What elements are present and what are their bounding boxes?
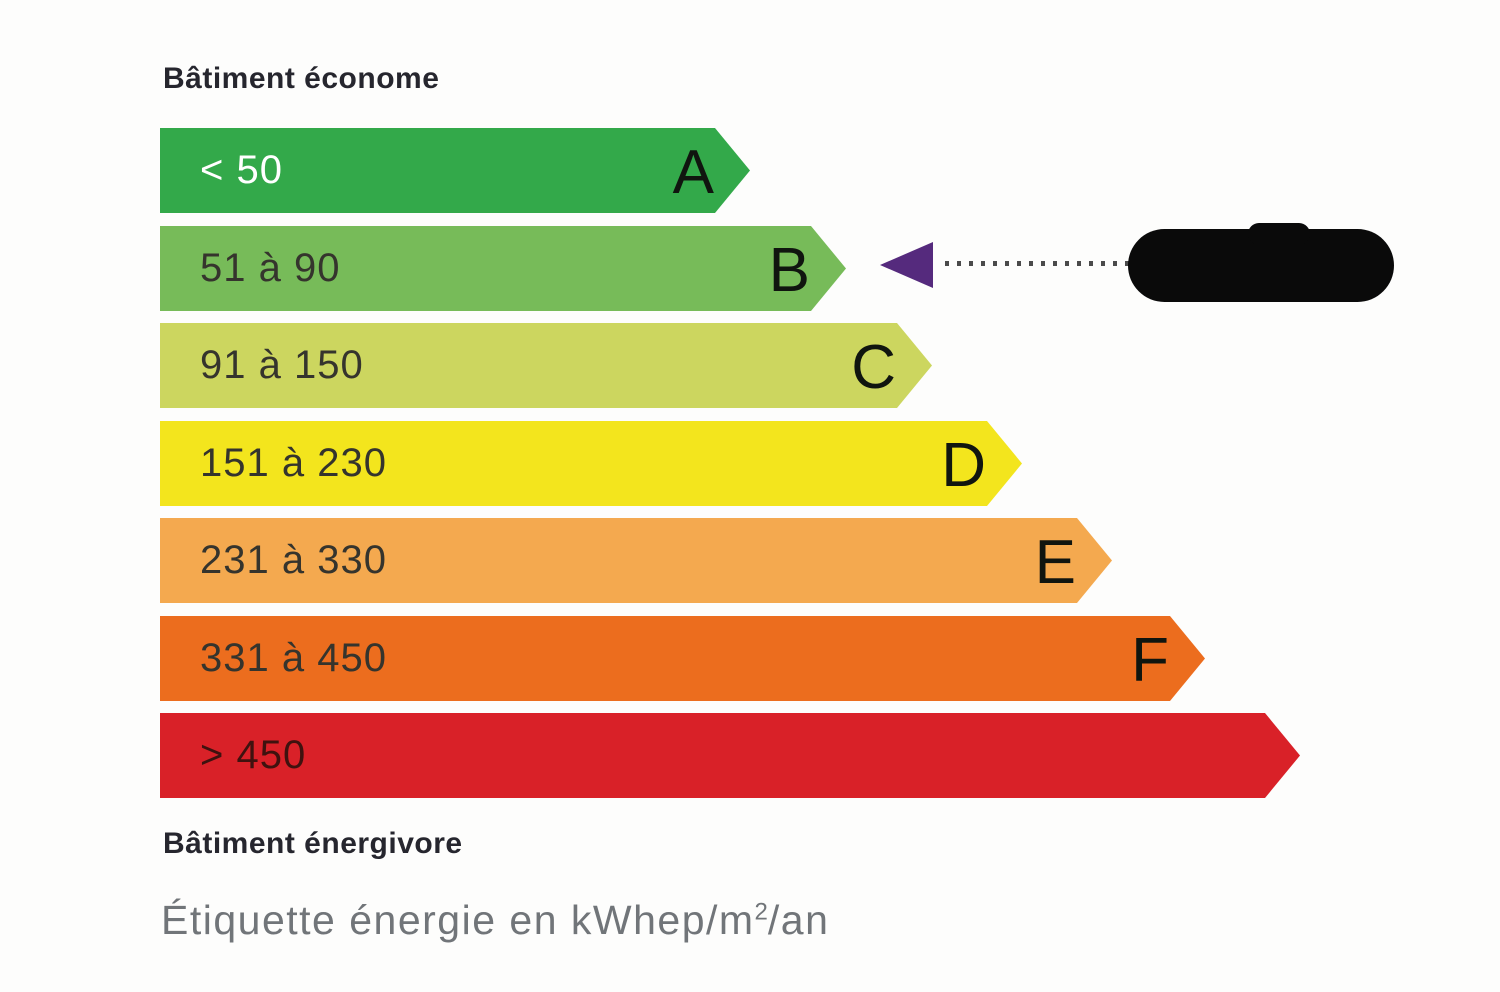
bar-grade-letter: C [851,332,896,402]
bar-grade-letter: E [1034,527,1076,597]
energy-bar-E: 231 à 330 E [160,518,1112,603]
bar-range-label: < 50 [200,148,283,192]
energy-bar-A: < 50 A [160,128,750,213]
unit-caption-text: Étiquette énergie en kWhep/m [161,897,755,943]
bar-grade-letter: A [672,137,714,207]
economical-building-label: Bâtiment économe [163,62,440,95]
redaction-bump [1248,223,1310,245]
energy-bar-F: 331 à 450 F [160,616,1205,701]
bar-grade-letter: D [941,430,986,500]
energy-bar-D: 151 à 230 D [160,421,1022,506]
bar-range-label: 151 à 230 [200,441,387,485]
energy-bar-G: > 450 [160,713,1300,798]
bar-grade-letter: B [768,235,810,305]
bar-range-label: 91 à 150 [200,343,364,387]
unit-caption: Étiquette énergie en kWhep/m2/an [161,897,829,944]
dotted-connector-line [945,261,1129,266]
unit-caption-suffix: /an [767,897,830,943]
bar-range-label: 231 à 330 [200,538,387,582]
bar-range-label: 51 à 90 [200,246,341,290]
bar-range-label: 331 à 450 [200,636,387,680]
energy-bar-B: 51 à 90 B [160,226,846,311]
energy-intensive-building-label: Bâtiment énergivore [163,827,463,860]
unit-caption-superscript: 2 [754,898,768,926]
redacted-value-box [1128,223,1394,302]
bar-grade-letter: F [1131,625,1169,695]
bar-range-label: > 450 [200,733,307,777]
energy-bar-C: 91 à 150 C [160,323,932,408]
arrow-left-icon [880,242,933,288]
